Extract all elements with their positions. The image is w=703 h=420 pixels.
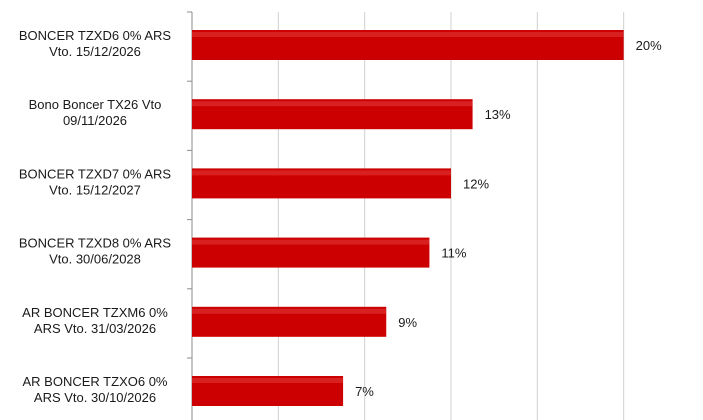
data-label: 9% xyxy=(398,315,417,330)
data-label: 7% xyxy=(355,384,374,399)
bar-highlight xyxy=(192,308,387,314)
category-label: ARS Vto. 31/03/2026 xyxy=(34,321,156,336)
gridlines xyxy=(277,12,625,420)
category-label: Bono Boncer TX26 Vto xyxy=(29,97,162,112)
category-label: AR BONCER TZXO6 0% xyxy=(23,374,168,389)
category-label: ARS Vto. 30/10/2026 xyxy=(34,390,156,405)
category-label: Vto. 15/12/2026 xyxy=(49,44,141,59)
bar-highlight xyxy=(192,239,430,245)
category-label: BONCER TZXD7 0% ARS xyxy=(19,166,172,181)
data-label: 11% xyxy=(441,246,466,261)
category-label: Vto. 30/06/2028 xyxy=(49,252,141,267)
category-label: AR BONCER TZXM6 0% xyxy=(22,305,168,320)
data-label: 12% xyxy=(463,176,489,191)
category-label: BONCER TZXD8 0% ARS xyxy=(19,236,172,251)
data-label: 20% xyxy=(636,38,662,53)
category-label: 09/11/2026 xyxy=(63,113,127,128)
y-axis-ticks xyxy=(187,11,192,359)
category-label: Vto. 15/12/2027 xyxy=(49,182,141,197)
data-label: 13% xyxy=(485,107,511,122)
bar-highlight xyxy=(192,32,624,37)
category-label: BONCER TZXD6 0% ARS xyxy=(19,28,172,43)
bar-highlight xyxy=(192,101,473,107)
bar-highlight xyxy=(192,170,451,176)
bar-highlight xyxy=(192,378,344,383)
